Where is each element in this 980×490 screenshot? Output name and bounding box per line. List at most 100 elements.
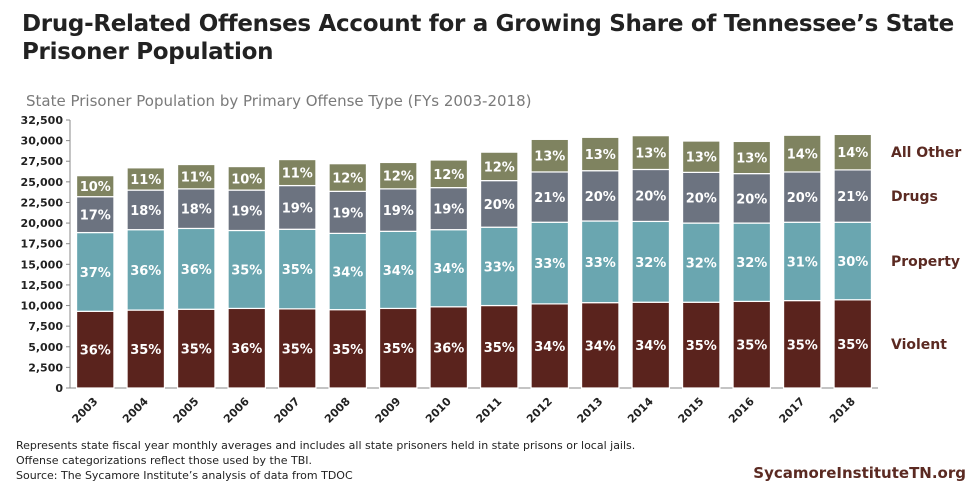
bar-segment-all-other [75, 175, 115, 198]
data-label: 18% [181, 203, 212, 218]
data-label: 11% [181, 171, 212, 186]
x-tick-label: 2011 [474, 395, 505, 426]
bar-segment-property [580, 220, 620, 304]
data-label: 33% [484, 260, 515, 275]
x-tick-label: 2018 [827, 395, 858, 426]
bar-segment-all-other [782, 134, 822, 173]
data-label: 32% [635, 256, 666, 271]
y-tick-label: 30,000 [21, 135, 64, 148]
data-label: 20% [585, 190, 616, 205]
x-tick-label: 2010 [423, 395, 454, 426]
x-tick-label: 2012 [524, 395, 555, 426]
data-label: 12% [433, 168, 464, 183]
data-label: 35% [181, 343, 212, 358]
bar-segment-violent [833, 299, 873, 389]
data-label: 35% [686, 339, 717, 354]
y-tick-label: 15,000 [21, 258, 64, 271]
bar-segment-property [126, 229, 166, 311]
bar-segment-property [75, 231, 115, 312]
x-tick-label: 2015 [676, 395, 707, 426]
x-tick-label: 2013 [575, 395, 606, 426]
bar-segment-drugs [429, 187, 469, 231]
bar-segment-drugs [530, 171, 570, 223]
data-label: 14% [837, 146, 868, 161]
data-label: 35% [130, 343, 161, 358]
data-label: 12% [383, 170, 414, 185]
data-label: 14% [787, 148, 818, 163]
bar-segment-all-other [681, 140, 721, 173]
bar-segment-violent [75, 310, 115, 389]
data-label: 18% [130, 204, 161, 219]
x-tick-label: 2007 [272, 395, 303, 426]
legend-label-all-other: All Other [891, 145, 961, 161]
data-label: 11% [282, 167, 313, 182]
data-label: 12% [332, 172, 363, 187]
y-tick-label: 12,500 [21, 279, 64, 292]
bar-segment-drugs [681, 171, 721, 224]
data-label: 21% [534, 191, 565, 206]
bar-segment-violent [328, 309, 368, 389]
bar-segment-property [277, 228, 317, 310]
note-line-3: Source: The Sycamore Institute’s analysi… [16, 469, 353, 482]
bar-segment-drugs [732, 173, 772, 224]
x-tick-label: 2005 [171, 395, 202, 426]
data-label: 36% [80, 344, 111, 359]
data-label: 34% [433, 262, 464, 277]
data-label: 36% [130, 264, 161, 279]
chart-subtitle: State Prisoner Population by Primary Off… [26, 92, 532, 110]
y-tick-label: 17,500 [21, 238, 64, 251]
bar-segment-all-other [580, 136, 620, 172]
bar-segment-all-other [277, 158, 317, 187]
y-tick-label: 27,500 [21, 155, 64, 168]
data-label: 11% [130, 173, 161, 188]
x-tick-label: 2017 [777, 395, 808, 426]
data-label: 35% [332, 343, 363, 358]
data-label: 13% [585, 148, 616, 163]
data-label: 34% [332, 266, 363, 281]
bar-segment-all-other [833, 133, 873, 171]
bar-segment-all-other [227, 165, 267, 191]
y-tick-label: 20,000 [21, 217, 64, 230]
data-label: 34% [635, 339, 666, 354]
data-label: 21% [837, 190, 868, 205]
x-tick-label: 2003 [70, 395, 101, 426]
bar-segment-all-other [530, 138, 570, 173]
data-label: 20% [484, 198, 515, 213]
data-label: 35% [383, 342, 414, 357]
data-label: 13% [534, 150, 565, 165]
data-label: 30% [837, 255, 868, 270]
data-label: 35% [231, 263, 262, 278]
bar-segment-violent [681, 301, 721, 389]
bar-segment-property [429, 229, 469, 308]
data-label: 33% [534, 257, 565, 272]
y-tick-label: 32,500 [21, 114, 64, 127]
bar-segment-property [833, 221, 873, 301]
bar-segment-drugs [833, 169, 873, 223]
data-label: 10% [231, 172, 262, 187]
chart-notes: Represents state fiscal year monthly ave… [16, 438, 635, 483]
bar-segment-all-other [479, 151, 519, 182]
bar-segment-property [378, 230, 418, 310]
data-label: 10% [80, 180, 111, 195]
data-label: 36% [231, 342, 262, 357]
data-label: 20% [736, 192, 767, 207]
bar-segment-violent [429, 306, 469, 389]
data-label: 35% [736, 339, 767, 354]
y-tick-label: 22,500 [21, 196, 64, 209]
x-tick-label: 2014 [625, 395, 656, 426]
bar-segment-drugs [227, 189, 267, 232]
data-label: 35% [282, 342, 313, 357]
legend-label-violent: Violent [891, 337, 947, 353]
bar-segment-violent [782, 299, 822, 389]
data-label: 35% [787, 338, 818, 353]
x-tick-label: 2004 [120, 395, 151, 426]
data-label: 33% [585, 256, 616, 271]
bar-segment-all-other [176, 163, 216, 190]
bar-segment-violent [378, 307, 418, 389]
bar-segment-drugs [328, 190, 368, 234]
bar-segment-property [176, 227, 216, 310]
y-tick-label: 10,000 [21, 300, 64, 313]
bar-segment-all-other [732, 140, 772, 175]
bar-segment-all-other [328, 163, 368, 192]
